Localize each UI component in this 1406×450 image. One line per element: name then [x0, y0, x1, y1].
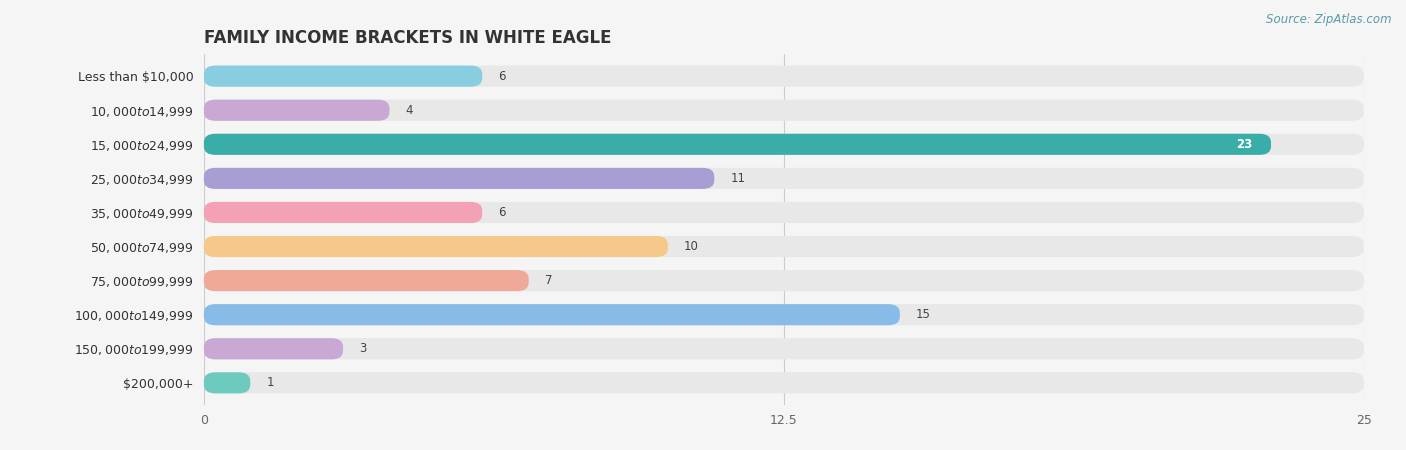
FancyBboxPatch shape: [204, 304, 1364, 325]
FancyBboxPatch shape: [204, 338, 343, 360]
Text: 3: 3: [360, 342, 367, 355]
Text: 11: 11: [731, 172, 745, 185]
Text: 23: 23: [1236, 138, 1253, 151]
FancyBboxPatch shape: [204, 270, 1364, 291]
FancyBboxPatch shape: [204, 236, 668, 257]
Text: 6: 6: [499, 206, 506, 219]
FancyBboxPatch shape: [204, 372, 1364, 393]
Text: 1: 1: [267, 376, 274, 389]
FancyBboxPatch shape: [204, 304, 900, 325]
FancyBboxPatch shape: [204, 338, 1364, 360]
FancyBboxPatch shape: [204, 134, 1364, 155]
Text: 7: 7: [546, 274, 553, 287]
FancyBboxPatch shape: [204, 202, 1364, 223]
FancyBboxPatch shape: [204, 66, 482, 87]
FancyBboxPatch shape: [204, 66, 1364, 87]
FancyBboxPatch shape: [204, 372, 250, 393]
FancyBboxPatch shape: [204, 202, 482, 223]
Text: FAMILY INCOME BRACKETS IN WHITE EAGLE: FAMILY INCOME BRACKETS IN WHITE EAGLE: [204, 29, 612, 47]
Text: 15: 15: [917, 308, 931, 321]
FancyBboxPatch shape: [204, 236, 1364, 257]
FancyBboxPatch shape: [204, 134, 1271, 155]
Text: 6: 6: [499, 70, 506, 83]
FancyBboxPatch shape: [204, 168, 714, 189]
FancyBboxPatch shape: [204, 99, 389, 121]
FancyBboxPatch shape: [204, 168, 1364, 189]
FancyBboxPatch shape: [204, 99, 1364, 121]
Text: 10: 10: [685, 240, 699, 253]
Text: 4: 4: [406, 104, 413, 117]
Text: Source: ZipAtlas.com: Source: ZipAtlas.com: [1267, 14, 1392, 27]
FancyBboxPatch shape: [204, 270, 529, 291]
